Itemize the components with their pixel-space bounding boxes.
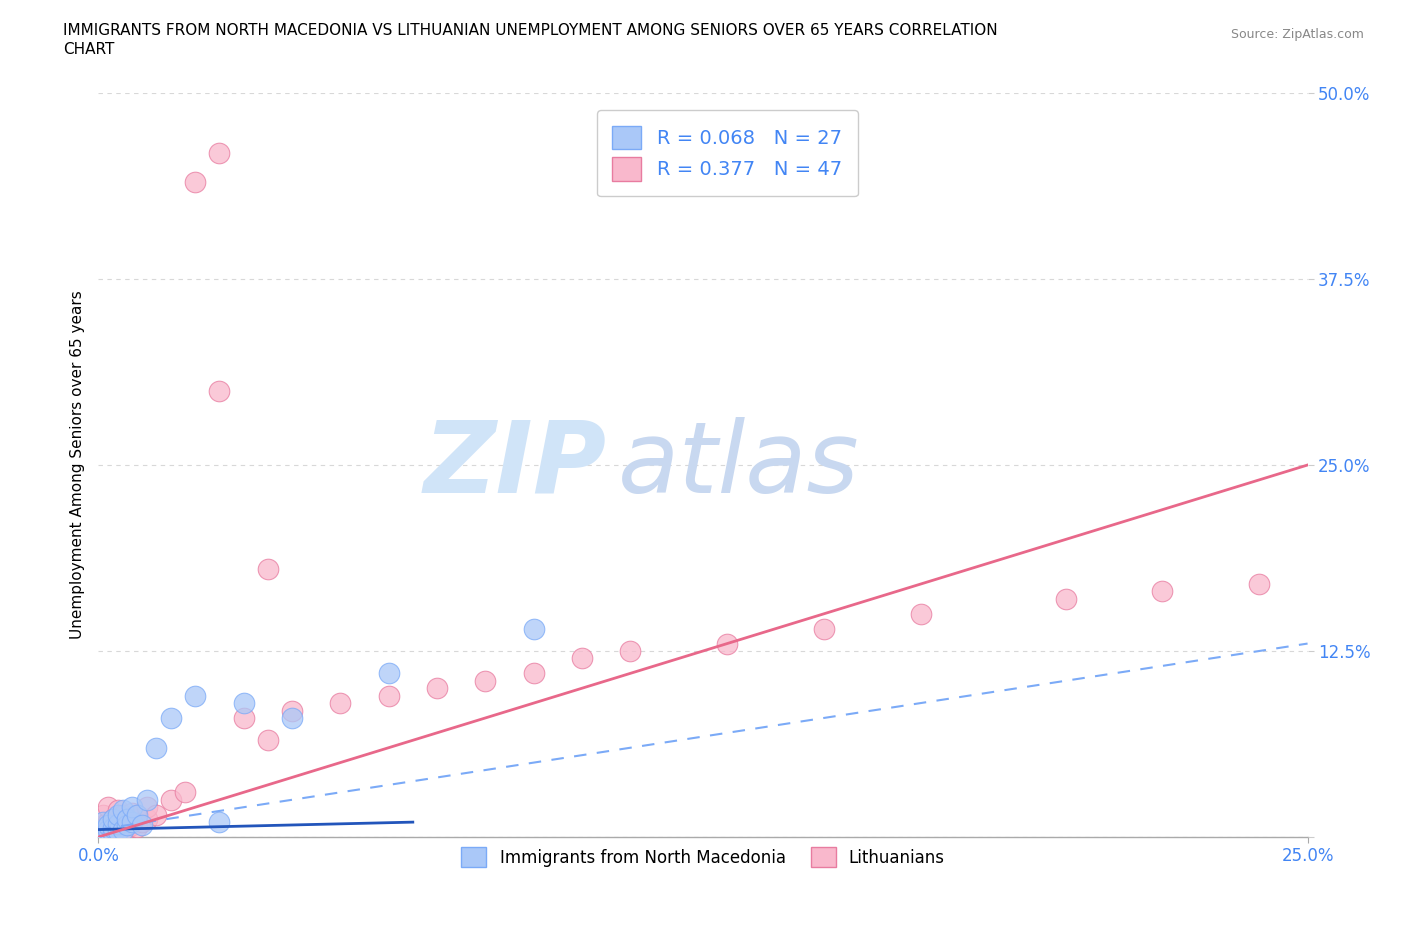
Point (145, 740, 167, 755)
Point (281, 711, 304, 725)
Point (208, 145, 231, 160)
Point (716, 636, 738, 651)
Point (111, 807, 134, 822)
Point (91, 807, 114, 822)
Point (377, 688, 399, 703)
Point (145, 807, 167, 822)
Point (97, 817, 120, 832)
Point (135, 792, 157, 807)
Point (121, 815, 143, 830)
Point (101, 825, 124, 840)
Point (117, 812, 139, 827)
Point (107, 822, 129, 837)
Point (135, 812, 157, 827)
Point (1249, 577, 1271, 591)
Point (281, 703, 304, 718)
Point (91, 817, 114, 832)
Text: IMMIGRANTS FROM NORTH MACEDONIA VS LITHUANIAN UNEMPLOYMENT AMONG SENIORS OVER 65: IMMIGRANTS FROM NORTH MACEDONIA VS LITHU… (63, 23, 998, 38)
Point (523, 621, 546, 636)
Point (107, 807, 129, 822)
Point (377, 666, 399, 681)
Point (117, 812, 139, 827)
Point (208, 815, 231, 830)
Point (174, 785, 197, 800)
Point (426, 681, 449, 696)
Point (111, 803, 134, 817)
Point (107, 817, 129, 831)
Point (117, 817, 139, 832)
Text: atlas: atlas (619, 417, 860, 513)
Point (101, 819, 124, 834)
Point (91, 822, 114, 837)
Point (91, 815, 114, 830)
Point (131, 817, 153, 832)
Point (135, 800, 157, 815)
Point (523, 666, 546, 681)
Point (127, 819, 149, 834)
Text: CHART: CHART (63, 42, 115, 57)
Point (101, 825, 124, 840)
Point (91, 825, 114, 840)
Point (111, 822, 134, 837)
Point (97, 800, 120, 815)
Point (208, 383, 231, 398)
Point (813, 621, 835, 636)
Point (107, 824, 129, 839)
Point (131, 815, 153, 830)
Point (101, 812, 124, 827)
Point (101, 812, 124, 827)
Point (127, 807, 149, 822)
Point (160, 792, 183, 807)
Point (160, 711, 183, 725)
Point (256, 733, 278, 748)
Point (121, 817, 143, 832)
Point (232, 711, 254, 725)
Point (107, 815, 129, 830)
Point (101, 820, 124, 835)
Point (571, 651, 593, 666)
Point (107, 803, 129, 817)
Point (184, 175, 207, 190)
Point (127, 807, 149, 822)
Text: Source: ZipAtlas.com: Source: ZipAtlas.com (1230, 28, 1364, 41)
Point (97, 815, 120, 830)
Point (232, 696, 254, 711)
Point (1054, 591, 1077, 606)
Point (256, 562, 278, 577)
Point (910, 606, 932, 621)
Point (121, 800, 143, 815)
Point (111, 817, 134, 832)
Point (111, 824, 134, 839)
Text: ZIP: ZIP (423, 417, 606, 513)
Point (97, 824, 120, 839)
Point (474, 673, 496, 688)
Point (619, 644, 641, 658)
Point (329, 696, 352, 711)
Point (1152, 584, 1174, 599)
Point (117, 820, 139, 835)
Point (121, 805, 143, 820)
Point (97, 822, 120, 837)
Point (184, 688, 207, 703)
Legend: Immigrants from North Macedonia, Lithuanians: Immigrants from North Macedonia, Lithuan… (449, 834, 957, 881)
Y-axis label: Unemployment Among Seniors over 65 years: Unemployment Among Seniors over 65 years (69, 291, 84, 640)
